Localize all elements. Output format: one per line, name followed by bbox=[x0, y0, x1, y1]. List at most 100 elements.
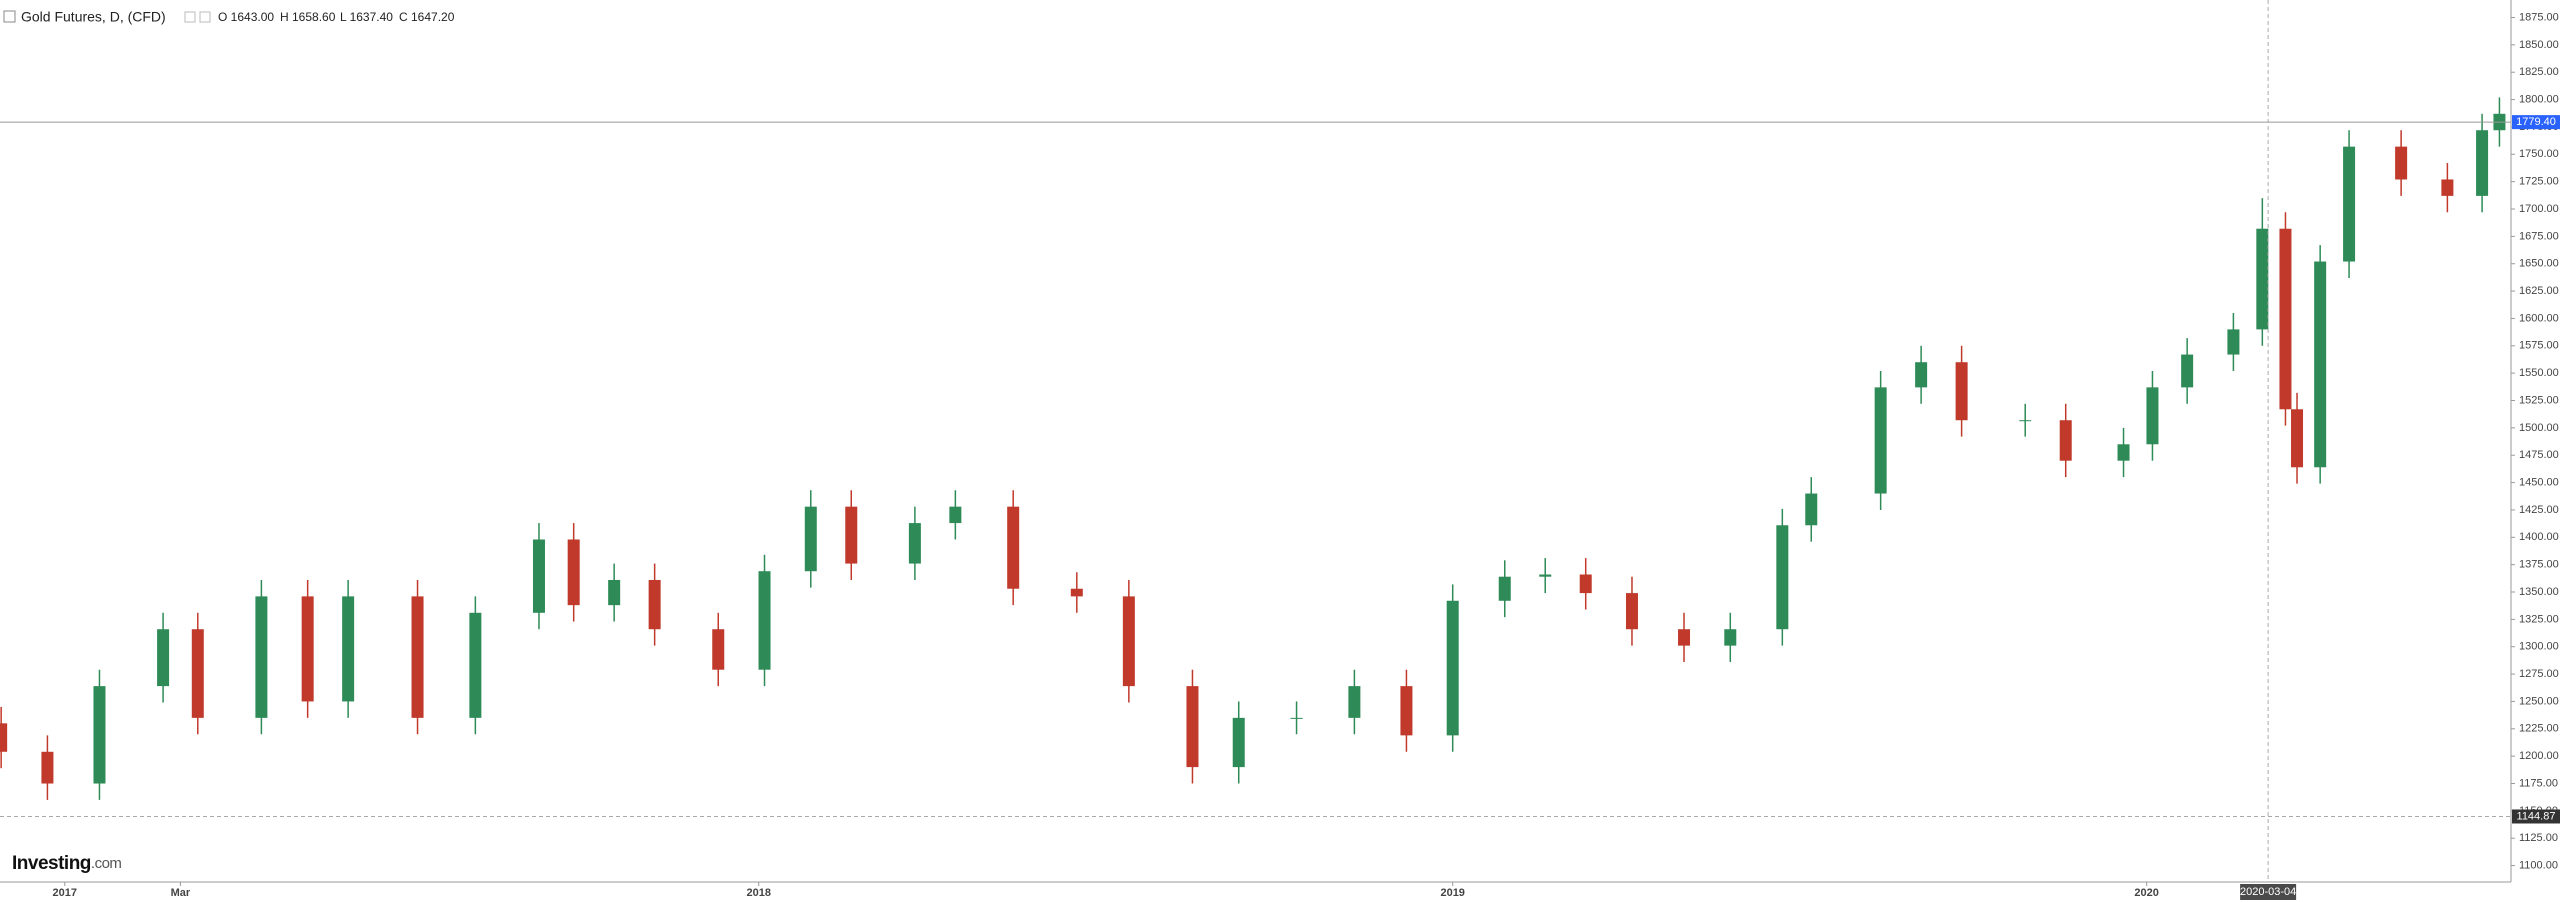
price-label-bg bbox=[2512, 809, 2560, 824]
y-tick-label: 1725.00 bbox=[2519, 176, 2559, 188]
y-tick-label: 1350.00 bbox=[2519, 586, 2559, 598]
y-tick-label: 1500.00 bbox=[2519, 422, 2559, 434]
candle-body bbox=[1232, 717, 1245, 768]
candle-body bbox=[1290, 717, 1303, 719]
candle-body bbox=[1579, 574, 1592, 594]
candle-body bbox=[1955, 362, 1968, 421]
candle-body bbox=[342, 596, 355, 702]
candle-body bbox=[648, 579, 661, 630]
candle-body bbox=[567, 539, 580, 606]
candle-body bbox=[1122, 596, 1135, 687]
candle-body bbox=[2019, 420, 2032, 422]
candle-body bbox=[2256, 228, 2269, 330]
candle-body bbox=[1539, 574, 1552, 577]
candle-body bbox=[845, 506, 858, 564]
candle-body bbox=[1678, 629, 1691, 646]
collapse-icon[interactable] bbox=[3, 10, 16, 23]
candle-body bbox=[908, 523, 921, 564]
y-tick-label: 1100.00 bbox=[2519, 859, 2558, 871]
y-tick-label: 1550.00 bbox=[2519, 367, 2559, 379]
candle-body bbox=[2291, 409, 2304, 468]
y-tick-label: 1875.00 bbox=[2519, 11, 2559, 23]
y-tick-label: 1750.00 bbox=[2519, 148, 2559, 160]
candle-body bbox=[1915, 362, 1928, 388]
crosshair-label-bg bbox=[2240, 884, 2297, 900]
candle-body bbox=[1070, 588, 1083, 597]
y-tick-label: 1625.00 bbox=[2519, 285, 2559, 297]
candle-body bbox=[1400, 686, 1413, 736]
y-tick-label: 1525.00 bbox=[2519, 394, 2559, 406]
candle-body bbox=[191, 629, 204, 718]
candle-body bbox=[2059, 420, 2072, 461]
candle-body bbox=[1498, 576, 1511, 601]
y-tick-label: 1175.00 bbox=[2519, 777, 2558, 789]
candle-body bbox=[2441, 179, 2454, 196]
y-tick-label: 1475.00 bbox=[2519, 449, 2559, 461]
y-tick-label: 1250.00 bbox=[2519, 695, 2559, 707]
x-tick-label: 2018 bbox=[746, 887, 770, 899]
y-tick-label: 1850.00 bbox=[2519, 39, 2559, 51]
y-tick-label: 1450.00 bbox=[2519, 476, 2559, 488]
candle-body bbox=[93, 686, 106, 784]
candle-body bbox=[41, 751, 54, 784]
candle-body bbox=[804, 506, 817, 572]
x-tick-label: Mar bbox=[171, 887, 191, 899]
candle-body bbox=[758, 571, 771, 670]
ohlc-open: O 1643.00 bbox=[218, 10, 274, 24]
y-tick-label: 1425.00 bbox=[2519, 504, 2559, 516]
candle-body bbox=[2146, 387, 2159, 445]
x-tick-label: 2020 bbox=[2134, 887, 2158, 899]
watermark-suffix: .com bbox=[91, 855, 122, 872]
ohlc-low: L 1637.40 bbox=[340, 10, 393, 24]
candle-body bbox=[255, 596, 268, 718]
candle-body bbox=[2117, 444, 2130, 461]
y-tick-label: 1225.00 bbox=[2519, 723, 2559, 735]
candle-body bbox=[1805, 493, 1818, 526]
watermark: Investing.com bbox=[12, 853, 121, 874]
candle-body bbox=[1874, 387, 1887, 494]
price-label-bg bbox=[2512, 115, 2560, 130]
candle-body bbox=[1007, 506, 1020, 589]
candle-body bbox=[2181, 354, 2194, 388]
candle-body bbox=[411, 596, 424, 718]
y-tick-label: 1200.00 bbox=[2519, 750, 2559, 762]
y-tick-label: 1800.00 bbox=[2519, 93, 2559, 105]
x-tick-label: 2017 bbox=[53, 887, 77, 899]
candle-body bbox=[1186, 686, 1199, 768]
y-tick-label: 1575.00 bbox=[2519, 340, 2559, 352]
candle-body bbox=[2395, 146, 2408, 180]
y-tick-label: 1125.00 bbox=[2519, 832, 2558, 844]
candle-body bbox=[2279, 228, 2292, 410]
price-label: 1779.40 bbox=[2516, 116, 2556, 128]
candle-body bbox=[2314, 261, 2327, 468]
chart-title: Gold Futures, D, (CFD) bbox=[21, 9, 166, 25]
close-icon[interactable] bbox=[199, 11, 211, 23]
candle-body bbox=[1724, 629, 1737, 646]
y-tick-label: 1700.00 bbox=[2519, 203, 2559, 215]
candle-body bbox=[949, 506, 962, 524]
candle-body bbox=[2476, 130, 2489, 196]
price-label: 1144.87 bbox=[2517, 810, 2556, 822]
y-tick-label: 1375.00 bbox=[2519, 559, 2559, 571]
crosshair-label: 2020-03-04 bbox=[2240, 886, 2296, 898]
y-tick-label: 1400.00 bbox=[2519, 531, 2559, 543]
candle-body bbox=[608, 579, 621, 606]
settings-icon[interactable] bbox=[184, 11, 196, 23]
y-tick-label: 1600.00 bbox=[2519, 312, 2559, 324]
candle-body bbox=[532, 539, 545, 613]
x-tick-label: 2019 bbox=[1440, 887, 1464, 899]
y-tick-label: 1300.00 bbox=[2519, 641, 2559, 653]
candle-body bbox=[2227, 329, 2240, 355]
y-tick-label: 1325.00 bbox=[2519, 613, 2559, 625]
watermark-main: Investing bbox=[12, 853, 91, 874]
y-tick-label: 1275.00 bbox=[2519, 668, 2559, 680]
candle-body bbox=[1625, 593, 1638, 630]
y-tick-label: 1650.00 bbox=[2519, 258, 2559, 270]
candle-body bbox=[1776, 525, 1789, 630]
y-tick-label: 1675.00 bbox=[2519, 230, 2559, 242]
candle-body bbox=[301, 596, 314, 702]
ohlc-high: H 1658.60 bbox=[280, 10, 336, 24]
candle-body bbox=[712, 629, 725, 670]
